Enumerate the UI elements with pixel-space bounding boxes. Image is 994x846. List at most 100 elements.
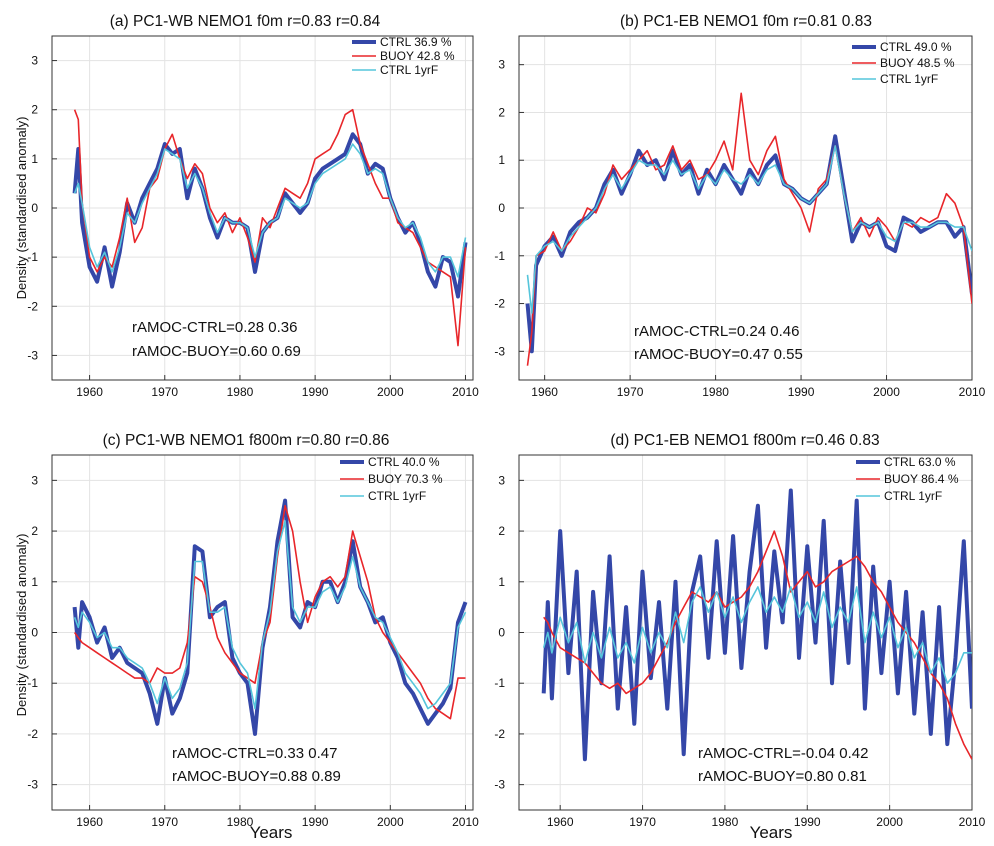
y-tick-label: -1 (27, 676, 38, 690)
legend: CTRL 36.9 %BUOY 42.8 %CTRL 1yrF (352, 35, 455, 77)
series-line-filtered (73, 143, 467, 278)
chart-panel-2: 1960 1970 1980 1990 2000 2010 -3 -2 -1 0 1 2 3 (c) PC… (27, 432, 479, 829)
x-tick-label: 2010 (959, 815, 986, 829)
x-tick-label: 2000 (377, 385, 404, 399)
x-axis-label-right: Years (750, 823, 793, 842)
chart-panel-3: 1960 1970 1980 1990 2000 2010 -3 -2 -1 0 1 2 3 (d) PC… (494, 432, 985, 829)
series-line-buoy (543, 530, 972, 760)
y-tick-label: -2 (27, 299, 38, 313)
y-tick-label: 1 (498, 153, 505, 167)
y-tick-label: -1 (494, 249, 505, 263)
y-tick-label: 2 (498, 105, 505, 119)
legend-label-ctrl: CTRL 63.0 % (884, 455, 956, 469)
y-tick-label: -2 (27, 727, 38, 741)
x-tick-label: 1980 (227, 815, 254, 829)
y-tick-label: -3 (27, 348, 38, 362)
y-tick-label: -2 (494, 297, 505, 311)
legend-label-filtered: CTRL 1yrF (368, 489, 426, 503)
annotation-ramoc-buoy: rAMOC-BUOY=0.88 0.89 (172, 768, 341, 785)
x-tick-label: 2000 (873, 385, 900, 399)
y-axis-label-bottom: Density (standardised anomaly) (14, 534, 29, 717)
x-tick-label: 2010 (452, 815, 479, 829)
x-tick-label: 1970 (617, 385, 644, 399)
x-tick-label: 1970 (151, 815, 178, 829)
x-axis-label-left: Years (250, 823, 293, 842)
y-tick-label: 0 (498, 201, 505, 215)
annotation-ramoc-ctrl: rAMOC-CTRL=0.24 0.46 (634, 323, 799, 340)
x-tick-label: 1960 (76, 385, 103, 399)
y-tick-label: 3 (498, 58, 505, 72)
series-line-filtered (526, 145, 972, 314)
chart-panel-0: 1960 1970 1980 1990 2000 2010 -3 -2 -1 0 1 2 3 (a) PC… (27, 13, 479, 399)
y-tick-label: -3 (494, 344, 505, 358)
chart-panel-1: 1960 1970 1980 1990 2000 2010 -3 -2 -1 0 1 2 3 (b) PC… (494, 13, 985, 399)
series-line-ctrl (541, 488, 972, 762)
legend: CTRL 49.0 % BUOY 48.5 % CTRL 1yrF (852, 40, 955, 86)
y-tick-label: 3 (31, 473, 38, 487)
y-tick-label: 2 (31, 524, 38, 538)
legend-label-filtered: CTRL 1yrF (380, 63, 438, 77)
legend-label-filtered: CTRL 1yrF (884, 489, 942, 503)
y-tick-label: 1 (31, 152, 38, 166)
series-line-filtered (542, 586, 972, 685)
y-tick-label: 0 (31, 626, 38, 640)
series-line-buoy (73, 108, 467, 347)
x-tick-label: 1980 (702, 385, 729, 399)
y-tick-label: 2 (498, 524, 505, 538)
y-axis-label-top: Density (standardised anomaly) (14, 117, 29, 300)
legend-label-ctrl: CTRL 49.0 % (880, 40, 952, 54)
annotation-ramoc-buoy: rAMOC-BUOY=0.80 0.81 (698, 768, 867, 785)
y-tick-label: -3 (494, 778, 505, 792)
chart-title: (b) PC1-EB NEMO1 f0m r=0.81 0.83 (620, 13, 872, 30)
annotation-ramoc-ctrl: rAMOC-CTRL=-0.04 0.42 (698, 745, 868, 762)
x-tick-label: 1970 (629, 815, 656, 829)
legend-label-ctrl: CTRL 40.0 % (368, 455, 440, 469)
x-tick-label: 2010 (959, 385, 986, 399)
x-tick-label: 2000 (377, 815, 404, 829)
annotation-ramoc-ctrl: rAMOC-CTRL=0.33 0.47 (172, 745, 337, 762)
series-lines (72, 108, 468, 347)
y-tick-label: 0 (498, 626, 505, 640)
x-tick-label: 2000 (876, 815, 903, 829)
x-tick-label: 1970 (151, 385, 178, 399)
y-tick-label: -3 (27, 778, 38, 792)
legend-label-ctrl: CTRL 36.9 % (380, 35, 452, 49)
y-tick-label: 2 (31, 103, 38, 117)
legend: CTRL 40.0 % BUOY 70.3 % CTRL 1yrF (340, 455, 443, 503)
chart-title: (c) PC1-WB NEMO1 f800m r=0.80 r=0.86 (103, 432, 390, 449)
x-tick-label: 1960 (547, 815, 574, 829)
chart-title: (d) PC1-EB NEMO1 f800m r=0.46 0.83 (610, 432, 879, 449)
annotation-ramoc-buoy: rAMOC-BUOY=0.60 0.69 (132, 343, 301, 360)
y-tick-label: 1 (498, 575, 505, 589)
x-tick-label: 1990 (788, 385, 815, 399)
series-lines (525, 92, 972, 366)
x-tick-label: 1990 (302, 385, 329, 399)
x-tick-label: 1980 (712, 815, 739, 829)
y-tick-label: 3 (498, 473, 505, 487)
x-tick-label: 2010 (452, 385, 479, 399)
x-tick-label: 1960 (76, 815, 103, 829)
annotation-ramoc-buoy: rAMOC-BUOY=0.47 0.55 (634, 346, 803, 363)
legend: CTRL 63.0 % BUOY 86.4 % CTRL 1yrF (856, 455, 959, 503)
x-tick-label: 1990 (302, 815, 329, 829)
legend-label-buoy: BUOY 42.8 % (380, 49, 455, 63)
legend-label-buoy: BUOY 48.5 % (880, 56, 955, 70)
legend-label-filtered: CTRL 1yrF (880, 72, 938, 86)
y-tick-label: -1 (494, 676, 505, 690)
y-tick-label: -1 (27, 250, 38, 264)
x-tick-label: 1990 (794, 815, 821, 829)
x-tick-label: 1960 (531, 385, 558, 399)
chart-title: (a) PC1-WB NEMO1 f0m r=0.83 r=0.84 (110, 13, 381, 30)
series-line-filtered (73, 520, 467, 710)
y-tick-label: 0 (31, 201, 38, 215)
y-tick-label: 1 (31, 575, 38, 589)
y-tick-label: 3 (31, 54, 38, 68)
x-tick-label: 1980 (227, 385, 254, 399)
legend-label-buoy: BUOY 86.4 % (884, 472, 959, 486)
annotation-ramoc-ctrl: rAMOC-CTRL=0.28 0.36 (132, 319, 297, 336)
series-lines (72, 498, 468, 736)
legend-label-buoy: BUOY 70.3 % (368, 472, 443, 486)
series-lines (541, 488, 972, 762)
